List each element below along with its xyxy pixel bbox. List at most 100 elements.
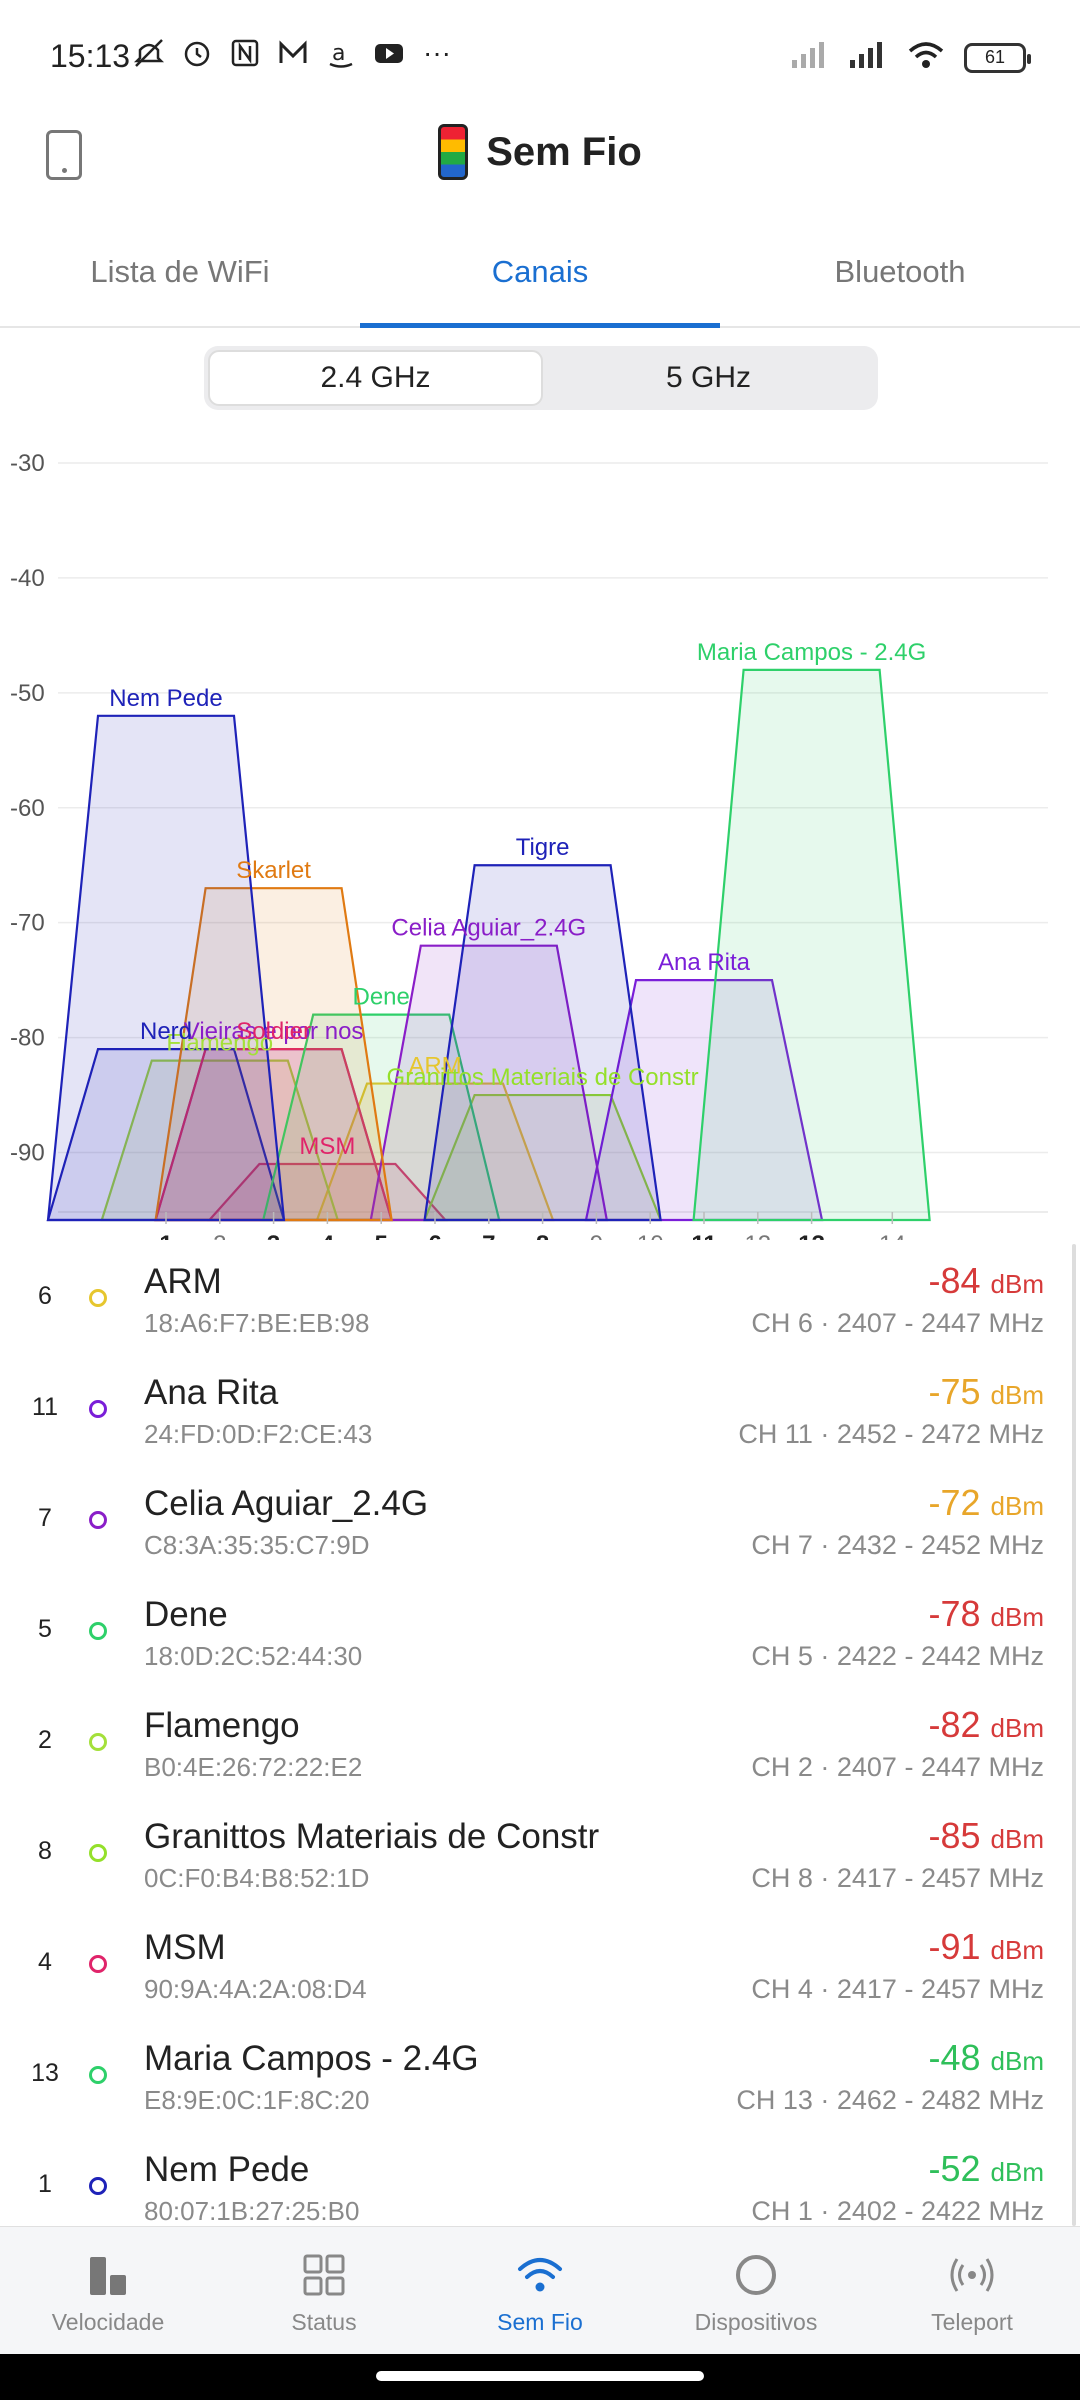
tab-canais[interactable]: Canais [360,240,720,328]
nav-label: Teleport [931,2309,1013,2335]
network-color-dot [89,1400,107,1418]
nav-teleport[interactable]: Teleport [864,2227,1080,2354]
series-label: Celia Aguiar_2.4G [391,915,586,942]
network-signal-value: -72 [928,1482,981,1523]
series-label: Dene [353,984,410,1011]
network-mac: B0:4E:26:72:22:E2 [144,1752,363,1782]
network-row[interactable]: 1 Nem Pede 80:07:1B:27:25:B0 -52 dBm CH 1 · … [0,2132,1080,2226]
network-signal: -84 dBm [928,1260,1044,1302]
network-color-dot [89,1511,107,1529]
page-title: Sem Fio [486,129,642,174]
network-signal-value: -48 [928,2037,981,2078]
network-frequency: CH 5 · 2422 - 2442 MHz [751,1641,1044,1671]
network-frequency: CH 13 · 2462 - 2482 MHz [736,2085,1044,2115]
network-row[interactable]: 7 Celia Aguiar_2.4G C8:3A:35:35:C7:9D -72 d… [0,1466,1080,1577]
status-time: 15:13 [50,38,131,74]
network-signal: -72 dBm [928,1482,1044,1524]
grid-icon [303,2254,345,2296]
network-signal: -52 dBm [928,2148,1044,2190]
nav-status[interactable]: Status [216,2227,432,2354]
tab-lista-de-wifi[interactable]: Lista de WiFi [90,254,270,289]
series-label: Nerd [140,1018,192,1045]
wifi-status-icon [906,40,946,75]
x-tick-label: 12 [744,1231,771,1240]
series-label: Soldier [236,1018,311,1045]
x-tick-label: 5 [375,1231,388,1240]
network-frequency: CH 1 · 2402 - 2422 MHz [751,2196,1044,2226]
network-signal-value: -78 [928,1593,981,1634]
network-row[interactable]: 4 MSM 90:9A:4A:2A:08:D4 -91 dBm CH 4 · 2417 … [0,1910,1080,2021]
network-row[interactable]: 6 ARM 18:A6:F7:BE:EB:98 -84 dBm CH 6 · 2407 … [0,1244,1080,1355]
network-signal-value: -82 [928,1704,981,1745]
tab-bluetooth[interactable]: Bluetooth [834,254,966,289]
battery-icon: 61 [964,42,1031,73]
home-indicator[interactable] [376,2371,704,2381]
x-tick-label: 7 [482,1231,495,1240]
channel-chart: -30 -40 -50 -60 -70 -80 -90 Nem Pede Skarlet Tigr… [0,440,1080,1258]
network-ssid: Nem Pede [144,2150,310,2189]
network-signal-value: -91 [928,1926,981,1967]
network-frequency: CH 11 · 2452 - 2472 MHz [738,1419,1044,1449]
x-tick-label: 10 [637,1231,664,1240]
more-icon: ··· [423,37,451,68]
network-row[interactable]: 13 Maria Campos - 2.4G E8:9E:0C:1F:8C:20 -4… [0,2021,1080,2132]
network-mac: 24:FD:0D:F2:CE:43 [144,1419,373,1449]
channel-curve [46,714,286,1222]
series-label: Ana Rita [658,949,751,976]
network-row[interactable]: 11 Ana Rita 24:FD:0D:F2:CE:43 -75 dBm CH 11 … [0,1355,1080,1466]
network-row[interactable]: 2 Flamengo B0:4E:26:72:22:E2 -82 dBm CH 2 · … [0,1688,1080,1799]
bottom-nav: Velocidade Status Sem Fio Dispositivos T… [0,2226,1080,2354]
network-channel: 4 [38,1948,52,1976]
teleport-icon [950,2258,994,2292]
channel-curve [692,668,931,1222]
network-signal: -48 dBm [928,2037,1044,2079]
network-signal-unit: dBm [990,2046,1044,2076]
channel-curve [154,887,393,1222]
network-color-dot [89,1622,107,1640]
network-row[interactable]: 8 Granittos Materiais de Constr 0C:F0:B4:B… [0,1799,1080,1910]
network-color-dot [89,1289,107,1307]
cell-signal-icon-2 [848,40,888,75]
y-tick-label: -50 [10,680,45,707]
series-label: Vieiras e por nos [184,1018,364,1045]
y-tick-label: -60 [10,795,45,822]
network-frequency: CH 6 · 2407 - 2447 MHz [751,1308,1044,1338]
network-frequency: CH 2 · 2407 - 2447 MHz [751,1752,1044,1782]
nav-label: Velocidade [51,2309,165,2335]
network-mac: E8:9E:0C:1F:8C:20 [144,2085,370,2115]
network-ssid: Ana Rita [144,1373,279,1412]
x-tick-label: 8 [536,1231,549,1240]
network-signal-unit: dBm [990,1380,1044,1410]
list-scrollbar[interactable] [1072,1244,1076,2226]
network-color-dot [89,2066,107,2084]
status-bar: 15:13 a ··· 61 [0,0,1080,110]
x-tick-label: 2 [213,1231,226,1240]
network-channel: 11 [32,1393,58,1421]
nav-label: Sem Fio [497,2309,583,2335]
network-row[interactable]: 5 Dene 18:0D:2C:52:44:30 -78 dBm CH 5 · 2422… [0,1577,1080,1688]
network-signal-unit: dBm [990,1935,1044,1965]
channel-chart-svg: -30 -40 -50 -60 -70 -80 -90 Nem Pede Skarlet Tigr… [10,450,1048,1258]
network-signal: -75 dBm [928,1371,1044,1413]
nav-sem-fio[interactable]: Sem Fio [432,2227,648,2354]
network-signal-unit: dBm [990,1491,1044,1521]
band-option-5ghz[interactable]: 5 GHz [665,361,752,394]
nav-dispositivos[interactable]: Dispositivos [648,2227,864,2354]
nav-label: Status [291,2309,357,2335]
circle-icon [736,2255,776,2295]
network-frequency: CH 4 · 2417 - 2457 MHz [751,1974,1044,2004]
network-channel: 13 [31,2059,59,2087]
phone-device-icon[interactable] [46,130,82,180]
series-label: Tigre [516,834,570,861]
series-label: Nem Pede [109,685,222,712]
nfc-icon [228,36,262,70]
network-signal: -82 dBm [928,1704,1044,1746]
nav-velocidade[interactable]: Velocidade [0,2227,216,2354]
series-label: Maria Campos - 2.4G [697,639,926,666]
svg-text:a: a [332,41,345,66]
series-label: Skarlet [236,857,311,884]
band-option-2-4ghz[interactable]: 2.4 GHz [208,350,543,406]
network-channel: 5 [38,1615,52,1643]
network-channel: 8 [38,1837,52,1865]
gesture-bar [0,2354,1080,2400]
